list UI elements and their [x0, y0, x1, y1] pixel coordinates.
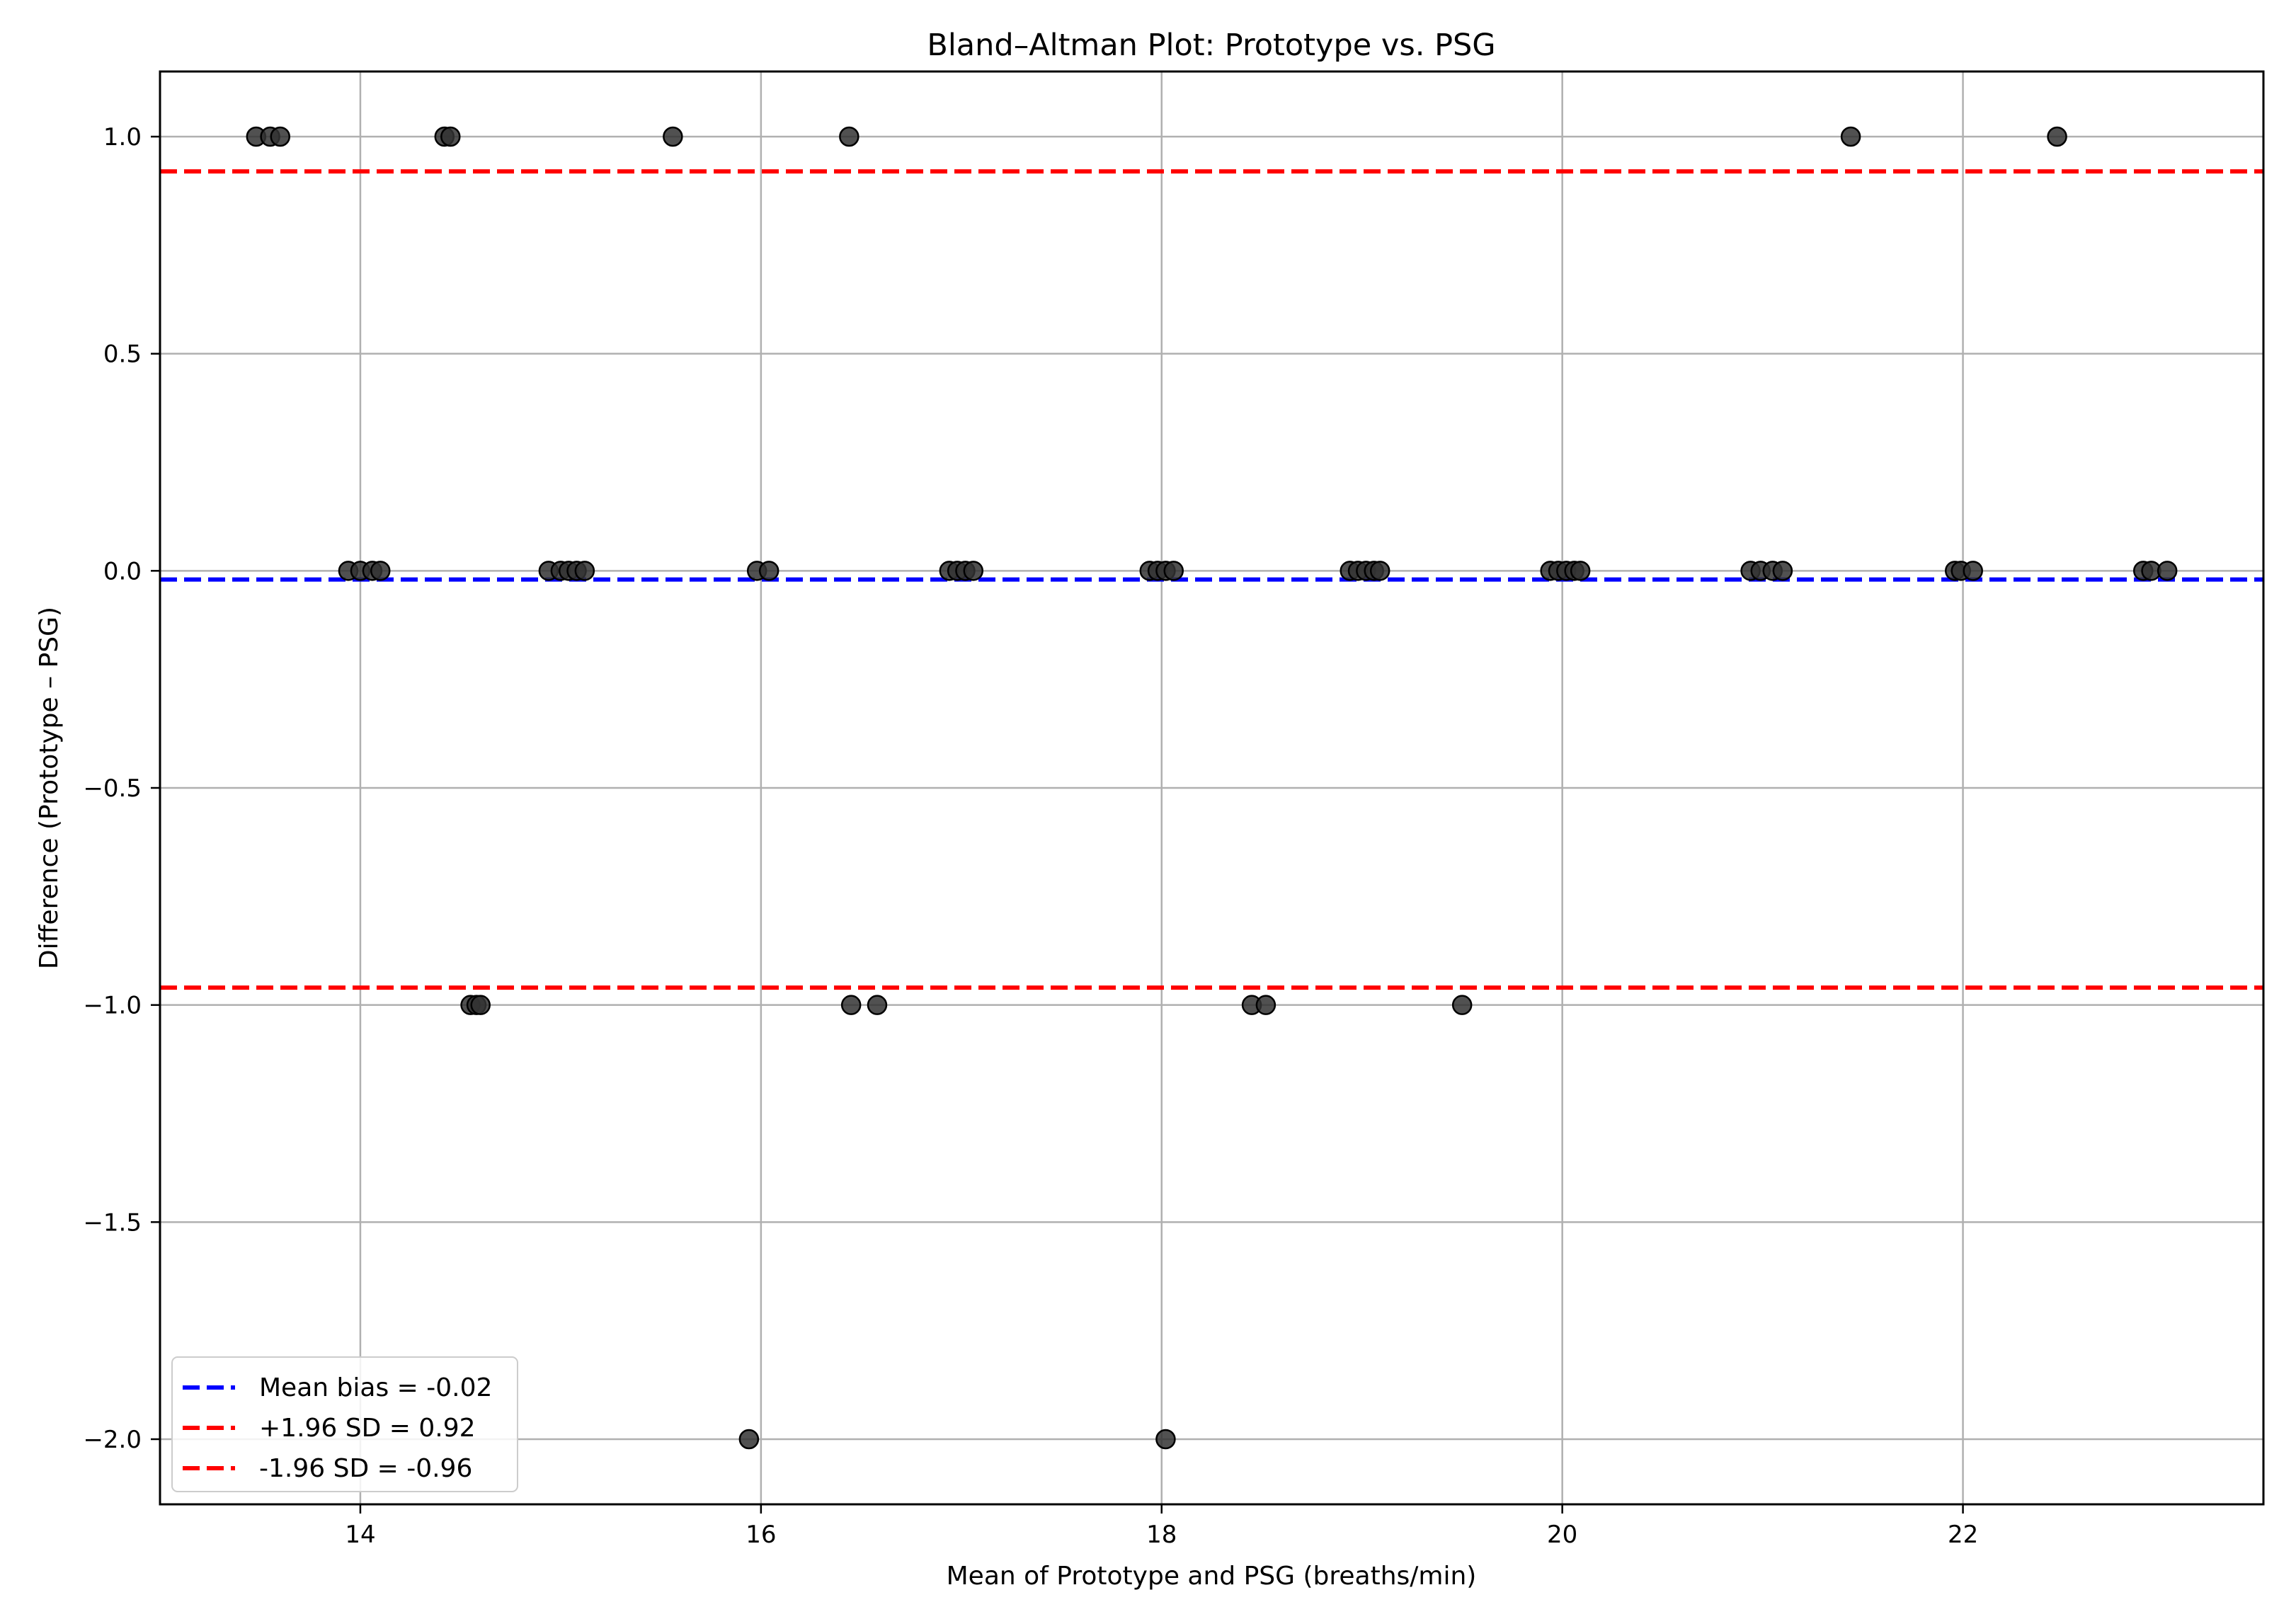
reference-lines	[160, 169, 2263, 990]
legend: Mean bias = -0.02 +1.96 SD = 0.92 -1.96 SD…	[171, 1356, 518, 1492]
data-point	[1570, 561, 1591, 581]
data-point	[963, 561, 984, 581]
data-point	[2157, 561, 2178, 581]
data-point	[470, 995, 491, 1015]
legend-entries: Mean bias = -0.02 +1.96 SD = 0.92 -1.96 SD…	[183, 1373, 492, 1483]
data-point	[840, 995, 862, 1015]
data-point	[758, 561, 779, 581]
x-tick-label: 18	[1146, 1521, 1177, 1549]
data-point	[370, 561, 391, 581]
chart-title: Bland–Altman Plot: Prototype vs. PSG	[927, 28, 1495, 63]
legend-label: -1.96 SD = -0.96	[259, 1454, 472, 1483]
data-point	[1451, 995, 1473, 1015]
data-point	[867, 995, 888, 1015]
data-point	[270, 126, 291, 147]
y-tick-label: −2.0	[83, 1426, 142, 1454]
legend-box	[171, 1356, 518, 1492]
grid-lines	[160, 71, 2263, 1504]
data-point	[1163, 561, 1184, 581]
axis-ticks: 14 16 18 20 22 1.0 0.5 0.0 −0.5 −1.0 −1.5 −2.0	[83, 123, 1978, 1549]
data-point	[738, 1429, 760, 1450]
x-tick-label: 14	[345, 1521, 375, 1549]
data-point	[1369, 561, 1390, 581]
y-tick-label: 0.5	[103, 341, 142, 369]
legend-label: +1.96 SD = 0.92	[259, 1414, 476, 1443]
data-point	[440, 126, 461, 147]
data-point	[663, 126, 683, 147]
data-point	[1255, 995, 1276, 1015]
y-axis-label: Difference (Prototype – PSG)	[35, 607, 64, 969]
data-point	[1772, 561, 1793, 581]
x-tick-label: 20	[1547, 1521, 1577, 1549]
y-tick-label: −1.5	[83, 1208, 142, 1237]
y-tick-label: 0.0	[103, 557, 142, 585]
x-axis-label: Mean of Prototype and PSG (breaths/min)	[947, 1562, 1477, 1591]
data-point	[1963, 561, 1983, 581]
legend-label: Mean bias = -0.02	[259, 1373, 492, 1402]
y-tick-label: −0.5	[83, 774, 142, 803]
data-point	[2047, 126, 2067, 147]
data-point	[1155, 1429, 1176, 1450]
data-point	[1840, 126, 1861, 147]
data-points	[246, 126, 2178, 1450]
x-tick-label: 22	[1948, 1521, 1978, 1549]
y-tick-label: −1.0	[83, 992, 142, 1020]
data-point	[839, 126, 859, 147]
x-tick-label: 16	[746, 1521, 776, 1549]
y-tick-label: 1.0	[103, 123, 142, 151]
data-point	[574, 561, 595, 581]
